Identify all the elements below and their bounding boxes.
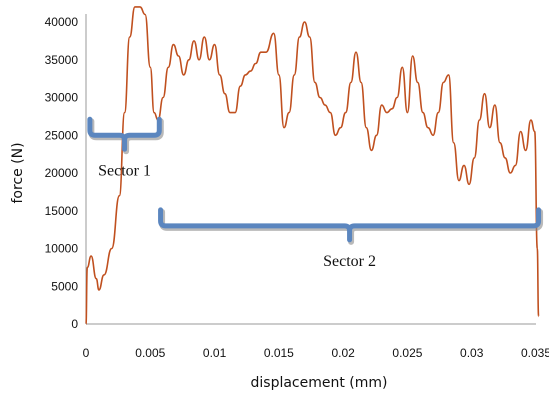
x-tick-label: 0.03 — [460, 346, 484, 360]
sector-brace — [158, 207, 542, 243]
y-tick-label: 30000 — [45, 91, 79, 105]
y-axis-title: force (N) — [10, 142, 26, 203]
x-tick-label: 0.015 — [264, 346, 294, 360]
force-series-line — [85, 6, 540, 325]
x-tick-label: 0.02 — [331, 346, 355, 360]
y-tick-label: 25000 — [45, 128, 79, 142]
series-group — [85, 6, 540, 325]
y-tick-labels: 0 5000 10000 15000 20000 25000 30000 35000 40000 — [45, 15, 79, 331]
sector-label: Sector 2 — [323, 253, 376, 270]
y-tick-label: 10000 — [45, 242, 79, 256]
y-tick-label: 40000 — [45, 15, 79, 29]
x-tick-label: 0.01 — [203, 346, 227, 360]
x-tick-label: 0.025 — [392, 346, 422, 360]
x-tick-label: 0.035 — [521, 346, 549, 360]
y-tick-label: 35000 — [45, 53, 79, 67]
x-axis-title: displacement (mm) — [251, 375, 388, 391]
axes — [85, 14, 536, 325]
x-tick-label: 0.005 — [135, 346, 165, 360]
sector-braces: Sector 1 Sector 2 — [87, 116, 544, 270]
y-tick-label: 0 — [71, 317, 78, 331]
y-tick-label: 20000 — [45, 166, 79, 180]
y-tick-label: 15000 — [45, 204, 79, 218]
y-tick-label: 5000 — [51, 279, 78, 293]
x-tick-label: 0 — [83, 346, 90, 360]
x-tick-labels: 0 0.005 0.01 0.015 0.02 0.025 0.03 0.035 — [83, 346, 549, 360]
sector-brace — [87, 116, 162, 152]
sector-label: Sector 1 — [98, 162, 151, 179]
